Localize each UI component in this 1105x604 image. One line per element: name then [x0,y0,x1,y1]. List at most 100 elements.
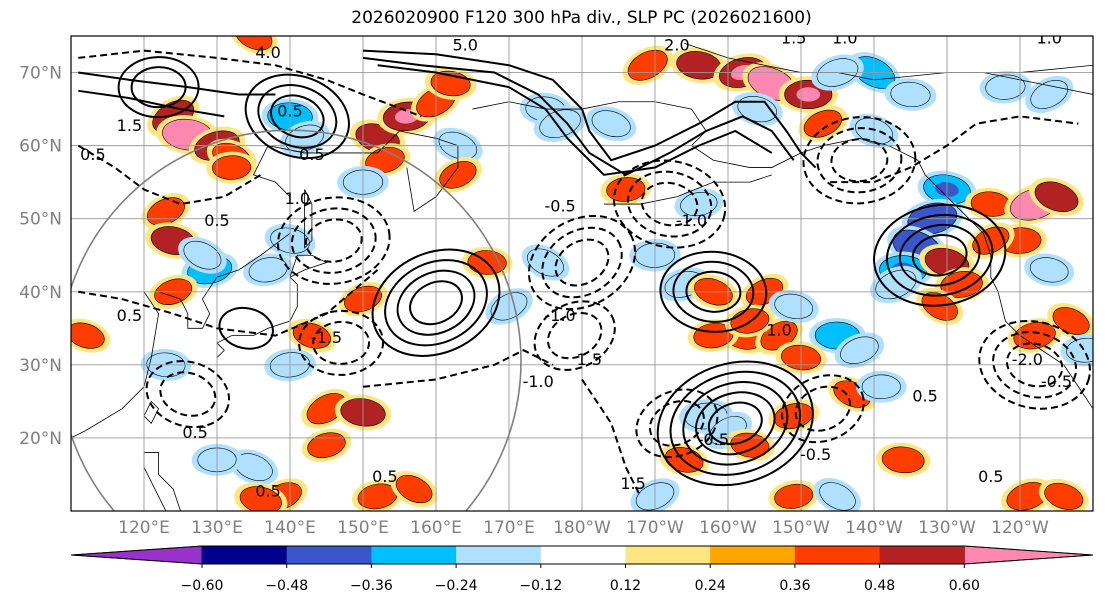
colorbar-segment [202,546,288,564]
div-cell [856,370,907,403]
contour-label: -0.5 [1041,372,1072,391]
contour-label: 0.5 [277,101,302,120]
contour-label: 1.0 [832,28,857,47]
chart-title: 2026020900 F120 300 hPa div., SLP PC (20… [351,8,812,28]
div-cell [1029,177,1084,216]
div-cell [229,36,278,55]
lat-tick-label: 60°N [19,137,62,157]
colorbar-extend-high [963,545,1094,565]
div-cell [834,332,885,368]
slp-dashed-contour [159,371,217,417]
slp-solid-contour [682,381,789,466]
slp-solid-contour [78,71,276,96]
colorbar-segment [794,546,881,564]
colorbar-segment [710,546,796,564]
slp-dashed-contour [78,49,422,118]
slp-dashed-contour [541,226,623,299]
slp-solid-contour [873,203,1007,307]
slp-dashed-contour [145,360,231,429]
div-cell [71,318,111,353]
lat-tick-label: 30°N [19,356,62,376]
lon-tick-label: 150°W [772,518,830,538]
slp-solid-contour [78,89,225,118]
lon-tick-label: 140°E [264,518,316,538]
contour-label: 1.5 [781,28,806,47]
contour-label: 1.0 [1036,28,1061,47]
lon-tick-label: 170°E [483,518,535,538]
lon-tick-label: 130°W [918,518,976,538]
slp-dashed-contour [298,309,385,376]
colorbar-tick-label: −0.24 [435,578,478,594]
slp-solid-contour [257,84,338,149]
slp-solid-contour [117,56,200,119]
slp-solid-contour [656,360,814,487]
lon-tick-label: 120°E [118,518,170,538]
contour-label: 0.5 [299,145,324,164]
lat-tick-label: 70°N [19,64,62,84]
slp-dashed-contour [802,116,917,205]
slp-dashed-contour [78,269,379,337]
div-cell [876,442,931,477]
div-cell [1060,334,1093,367]
slp-dashed-contour [640,181,699,227]
slp-dashed-contour [581,378,642,497]
contour-label: 1.5 [117,116,142,135]
div-cell [1038,478,1089,511]
div-cell [768,399,820,433]
contour-label: 1.0 [766,321,791,340]
contour-label: -1.0 [544,306,575,325]
slp-dashed-contour [312,320,371,365]
slp-solid-contour [659,250,768,333]
slp-dashed-contour [362,349,554,388]
lat-tick-label: 50°N [19,210,62,230]
contour-label: -2.0 [1012,350,1043,369]
colorbar-tick-label: −0.12 [519,578,562,594]
slp-dashed-contour [816,127,903,194]
slp-dashed-contour [794,385,852,432]
div-cell [798,105,848,142]
colorbar-segment [540,546,626,564]
slp-dashed-contour [978,319,1091,410]
div-cell [1007,318,1062,354]
contour-label: -1.0 [523,372,554,391]
div-cell [234,482,288,511]
slp-solid-contour [377,64,773,176]
slp-solid-contour [371,248,501,357]
slp-solid-contour [911,234,968,277]
div-cell [243,253,294,287]
slp-dashed-contour [554,238,610,287]
colorbar-tick-label: −0.60 [181,578,224,594]
slp-dashed-contour [77,144,262,206]
div-cell [1024,253,1075,287]
slp-solid-contour [672,260,755,323]
div-cell [178,236,227,274]
slp-solid-contour [409,280,463,326]
colorbar-tick-label: 0.24 [695,578,726,594]
longitude-tick-labels: 120°E 130°E 140°E 150°E 160°E 170°E 180°W 170°W… [118,518,1049,538]
lon-tick-label: 120°W [991,518,1049,538]
colorbar-tick-label: 0.12 [610,578,641,594]
divergence-shading [71,36,1093,511]
lon-tick-label: 150°E [337,518,389,538]
slp-dashed-contour [626,170,713,238]
div-cell [521,244,570,281]
colorbar-tick-label: −0.48 [265,578,308,594]
contour-label: 1.5 [577,350,602,369]
div-cell [813,477,862,511]
div-cell [206,151,257,184]
coastline-segment [216,342,225,358]
slp-dashed-contour [781,374,865,444]
lon-tick-label: 170°W [626,518,684,538]
colorbar-tick-label: 0.36 [779,578,810,594]
coastline-segment [143,452,181,511]
coastline-segment [983,72,1093,95]
slp-dashed-contour [546,311,603,360]
div-cell [390,470,438,508]
contour-label: 1.5 [620,474,645,493]
contour-label: 0.5 [182,423,207,442]
div-cell [768,289,819,323]
lat-tick-label: 40°N [19,283,62,303]
plot-frame [70,35,1094,512]
contour-label: 0.5 [117,306,142,325]
